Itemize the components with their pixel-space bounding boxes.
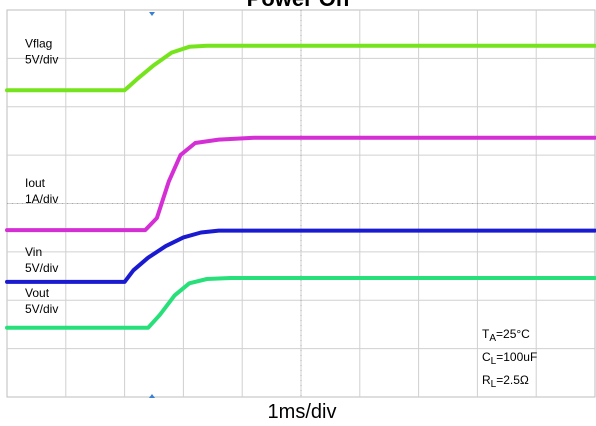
channel-name-vflag: Vflag <box>25 36 52 50</box>
channel-scale-vin: 5V/div <box>25 261 58 275</box>
channel-scale-vout: 5V/div <box>25 302 58 316</box>
trace-vout <box>5 276 596 330</box>
channel-name-iout: Iout <box>25 176 46 190</box>
x-axis-label: 1ms/div <box>268 401 337 423</box>
traces <box>5 43 596 330</box>
condition-rl: RL=2.5Ω <box>482 373 529 390</box>
trace-vin <box>5 228 596 284</box>
channel-scale-iout: 1A/div <box>25 192 58 206</box>
trace-vflag <box>5 43 596 93</box>
test-conditions: TA=25°C CL=100uF RL=2.5Ω <box>482 327 537 390</box>
channel-scale-vflag: 5V/div <box>25 52 58 66</box>
trigger-marker-top <box>149 12 155 16</box>
condition-ta: TA=25°C <box>482 327 530 344</box>
channel-labels: Vflag 5V/div Iout 1A/div Vin 5V/div Vout 5V/div <box>25 36 58 316</box>
chart-title: Power On <box>247 0 350 11</box>
grid <box>7 10 595 397</box>
trigger-marker-bottom <box>149 394 155 398</box>
condition-cl: CL=100uF <box>482 350 537 367</box>
channel-name-vout: Vout <box>25 286 50 300</box>
trace-iout <box>5 135 596 233</box>
channel-name-vin: Vin <box>25 245 42 259</box>
